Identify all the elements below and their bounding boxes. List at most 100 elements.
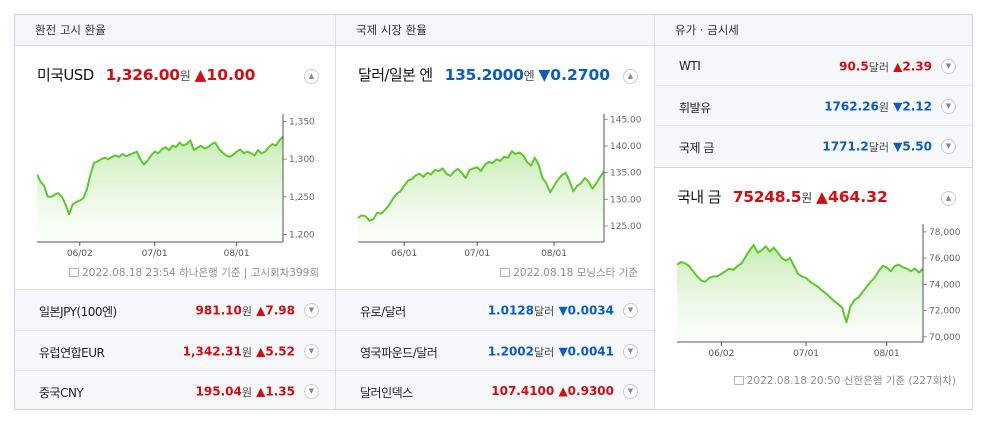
x-tick-label: 08/01 <box>874 349 900 359</box>
usd-title-row: 미국USD 1,326.00원 ▲10.00 ▲ <box>37 64 319 90</box>
oil-gold-column: 유가 · 금시세 WTI 90.5달러 ▲2.39 ▼ 휘발유 1762.26원… <box>654 15 972 409</box>
x-tick-label: 08/01 <box>224 249 250 259</box>
jpy-name[interactable]: 달러/일본 엔 <box>358 66 433 84</box>
row-name: 일본JPY(100엔) <box>39 305 117 319</box>
jpy-chart: 145.00 140.00 135.00 130.00 125.00 06/01 07/01… <box>358 114 642 259</box>
list-item[interactable]: 휘발유 1762.26원 ▼2.12 ▼ <box>655 86 972 126</box>
expand-chevron-down-icon[interactable]: ▼ <box>623 303 638 318</box>
list-item[interactable]: 국제 금 1771.2달러 ▼5.50 ▼ <box>655 126 972 166</box>
row-value: 1771.2달러 ▼5.50 <box>822 139 932 155</box>
row-name: WTI <box>679 59 701 73</box>
expand-chevron-down-icon[interactable]: ▼ <box>304 303 319 318</box>
usd-source: 2022.08.18 23:54 하나은행 기준 | 고시회차399회 <box>69 265 319 280</box>
collapse-chevron-up-icon[interactable]: ▲ <box>623 69 638 84</box>
expand-chevron-down-icon[interactable]: ▼ <box>941 99 956 114</box>
x-tick-label: 06/02 <box>708 349 734 359</box>
expand-chevron-down-icon[interactable]: ▼ <box>623 384 638 399</box>
y-tick-label: 130.00 <box>610 195 642 205</box>
list-item[interactable]: 일본JPY(100엔) 981.10원 ▲7.98 ▼ <box>15 290 335 331</box>
usd-name[interactable]: 미국USD <box>37 66 94 84</box>
y-tick-label: 1,200 <box>289 230 315 240</box>
x-tick-label: 06/02 <box>67 249 93 259</box>
y-tick-label: 145.00 <box>610 115 642 125</box>
gold-chart: 78,000 76,000 74,000 72,000 70,000 06/02 07/01… <box>677 224 961 359</box>
usd-value: 1,326.00원 <box>105 65 191 84</box>
gold-change: ▲464.32 <box>816 187 888 206</box>
market-rows: 유로/달러 1.0128달러 ▼0.0034 ▼ 영국파운드/달러 1.2002… <box>336 289 654 409</box>
collapse-chevron-up-icon[interactable]: ▲ <box>304 69 319 84</box>
x-tick-label: 07/01 <box>793 349 819 359</box>
x-tick-label: 07/01 <box>464 249 490 259</box>
jpy-panel: 달러/일본 엔 135.2000엔 ▼0.2700 ▲ 145.00 140.00 13… <box>336 46 654 289</box>
series-area <box>677 245 923 342</box>
document-icon <box>69 268 80 277</box>
expand-chevron-down-icon[interactable]: ▼ <box>941 59 956 74</box>
list-item[interactable]: 중국CNY 195.04원 ▲1.35 ▼ <box>15 371 335 412</box>
gold-source: 2022.08.18 20:50 신한은행 기준 (227회차) <box>733 373 956 388</box>
jpy-title-row: 달러/일본 엔 135.2000엔 ▼0.2700 ▲ <box>358 64 638 90</box>
gold-value: 75248.5원 <box>732 187 813 206</box>
y-tick-label: 78,000 <box>929 228 961 238</box>
list-item[interactable]: WTI 90.5달러 ▲2.39 ▼ <box>655 46 972 86</box>
row-name: 영국파운드/달러 <box>360 345 438 360</box>
y-tick-label: 1,300 <box>289 155 315 165</box>
row-name: 유로/달러 <box>360 305 406 319</box>
y-tick-label: 1,250 <box>289 193 315 203</box>
row-value: 1.2002달러 ▼0.0041 <box>487 344 614 359</box>
y-tick-label: 140.00 <box>610 142 642 152</box>
row-name: 국제 금 <box>679 141 714 155</box>
row-value: 1,342.31원 ▲5.52 <box>182 344 295 359</box>
y-tick-label: 76,000 <box>929 254 961 264</box>
series-area <box>37 136 283 242</box>
list-item[interactable]: 영국파운드/달러 1.2002달러 ▼0.0041 ▼ <box>336 331 654 371</box>
y-tick-label: 125.00 <box>610 222 642 232</box>
x-tick-label: 06/01 <box>391 249 417 259</box>
gold-name[interactable]: 국내 금 <box>677 188 721 206</box>
expand-chevron-down-icon[interactable]: ▼ <box>304 384 319 399</box>
list-item[interactable]: 유로/달러 1.0128달러 ▼0.0034 ▼ <box>336 290 654 331</box>
x-tick-label: 08/01 <box>541 249 567 259</box>
series-line <box>37 135 284 216</box>
collapse-chevron-up-icon[interactable]: ▲ <box>941 191 956 206</box>
usd-panel: 미국USD 1,326.00원 ▲10.00 ▲ 1,350 1,300 1,250 1,… <box>15 46 335 289</box>
x-tick-label: 07/01 <box>142 249 168 259</box>
jpy-source: 2022.08.18 모닝스타 기준 <box>500 265 638 280</box>
row-value: 981.10원 ▲7.98 <box>195 303 295 319</box>
gold-title-row: 국내 금 75248.5원 ▲464.32 ▲ <box>677 186 956 212</box>
market-rate-column: 국제 시장 환율 달러/일본 엔 135.2000엔 ▼0.2700 ▲ 145.0… <box>335 15 654 409</box>
y-tick-label: 70,000 <box>929 333 961 343</box>
y-tick-label: 74,000 <box>929 280 961 290</box>
expand-chevron-down-icon[interactable]: ▼ <box>623 343 638 359</box>
row-value: 1762.26원 ▼2.12 <box>824 99 932 115</box>
row-value: 107.4100 ▲0.9300 <box>491 384 614 398</box>
y-tick-label: 72,000 <box>929 307 961 317</box>
expand-chevron-down-icon[interactable]: ▼ <box>304 343 319 359</box>
list-item[interactable]: 유럽연합EUR 1,342.31원 ▲5.52 ▼ <box>15 331 335 371</box>
row-value: 195.04원 ▲1.35 <box>195 384 295 400</box>
jpy-value: 135.2000엔 <box>444 65 535 84</box>
row-name: 달러인덱스 <box>360 386 413 400</box>
exchange-notice-header[interactable]: 환전 고시 환율 <box>15 15 335 46</box>
usd-change: ▲10.00 <box>194 65 256 84</box>
y-tick-label: 135.00 <box>610 169 642 179</box>
jpy-change: ▼0.2700 <box>538 65 611 84</box>
oil-rows: WTI 90.5달러 ▲2.39 ▼ 휘발유 1762.26원 ▼2.12 ▼ … <box>655 46 972 166</box>
document-icon <box>500 268 511 277</box>
usd-chart: 1,350 1,300 1,250 1,200 06/02 07/01 08/01 <box>37 114 315 259</box>
exchange-rows: 일본JPY(100엔) 981.10원 ▲7.98 ▼ 유럽연합EUR 1,34… <box>15 289 335 409</box>
series-line <box>677 244 924 324</box>
row-value: 1.0128달러 ▼0.0034 <box>487 303 614 319</box>
exchange-rate-widget: 환전 고시 환율 미국USD 1,326.00원 ▲10.00 ▲ 1,350 1,3… <box>14 14 973 410</box>
oil-gold-header[interactable]: 유가 · 금시세 <box>655 15 972 46</box>
row-name: 유럽연합EUR <box>39 345 105 360</box>
list-item[interactable]: 달러인덱스 107.4100 ▲0.9300 ▼ <box>336 371 654 412</box>
row-name: 중국CNY <box>39 386 84 400</box>
expand-chevron-down-icon[interactable]: ▼ <box>941 139 956 154</box>
document-icon <box>733 376 744 385</box>
exchange-notice-column: 환전 고시 환율 미국USD 1,326.00원 ▲10.00 ▲ 1,350 1,3… <box>15 15 335 409</box>
series-line <box>358 150 605 222</box>
row-name: 휘발유 <box>679 101 711 115</box>
y-tick-label: 1,350 <box>289 118 315 128</box>
market-rate-header[interactable]: 국제 시장 환율 <box>336 15 654 46</box>
row-value: 90.5달러 ▲2.39 <box>839 59 932 75</box>
